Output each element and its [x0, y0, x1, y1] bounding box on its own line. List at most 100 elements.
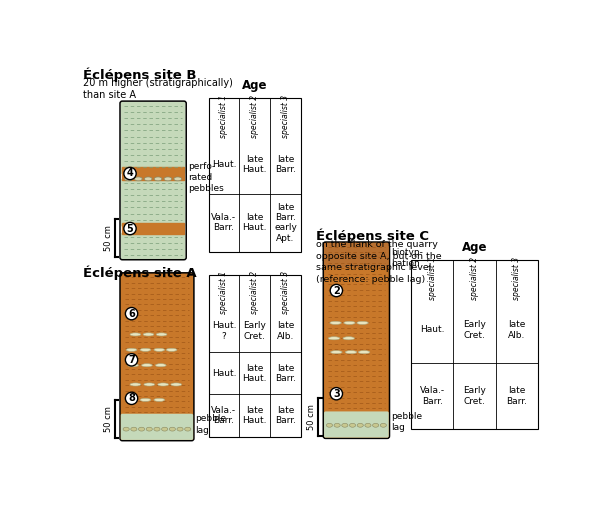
Text: specialist 2: specialist 2	[250, 95, 259, 138]
Text: 4: 4	[127, 168, 133, 179]
Text: Age: Age	[462, 241, 487, 253]
Ellipse shape	[131, 427, 137, 431]
Ellipse shape	[144, 177, 152, 181]
Ellipse shape	[334, 423, 340, 427]
Circle shape	[125, 307, 138, 320]
Ellipse shape	[166, 348, 177, 351]
Text: Haut.: Haut.	[420, 325, 445, 334]
Text: specialist 3: specialist 3	[512, 257, 521, 300]
Ellipse shape	[125, 177, 132, 181]
Text: Early
Cret.: Early Cret.	[463, 320, 486, 340]
Text: late
Barr.: late Barr.	[275, 155, 296, 174]
Text: Haut.
?: Haut. ?	[212, 321, 236, 341]
Text: Haut.: Haut.	[212, 160, 236, 169]
Text: Vala.-
Barr.: Vala.- Barr.	[211, 406, 236, 426]
Text: 20 m higher (stratigraphically)
than site A: 20 m higher (stratigraphically) than sit…	[83, 78, 233, 100]
Text: late
Haut.: late Haut.	[242, 155, 267, 174]
Ellipse shape	[154, 348, 164, 351]
FancyBboxPatch shape	[324, 243, 389, 267]
Text: specialist 1: specialist 1	[219, 95, 228, 138]
Ellipse shape	[171, 383, 181, 386]
Bar	[122, 166, 184, 180]
Text: Age: Age	[242, 79, 267, 92]
Text: specialist 2: specialist 2	[250, 271, 259, 314]
Text: specialist 1: specialist 1	[219, 271, 228, 314]
Text: specialist 3: specialist 3	[281, 95, 290, 138]
Ellipse shape	[342, 423, 348, 427]
Text: 7: 7	[128, 355, 135, 365]
Text: Early
Cret.: Early Cret.	[463, 386, 486, 406]
Text: Haut.: Haut.	[212, 369, 236, 378]
Text: biotур-
bation: biotур- bation	[391, 248, 423, 268]
Text: specialist 2: specialist 2	[470, 257, 479, 300]
Ellipse shape	[154, 177, 162, 181]
Text: Vala.-
Barr.: Vala.- Barr.	[211, 213, 236, 233]
Ellipse shape	[350, 423, 356, 427]
Ellipse shape	[164, 177, 172, 181]
Circle shape	[125, 354, 138, 366]
Text: on the flank of the quarry
opposite site A, but on the
same stratigraphic level
: on the flank of the quarry opposite site…	[316, 240, 442, 284]
Ellipse shape	[358, 351, 370, 354]
Circle shape	[330, 387, 342, 400]
Text: 50 cm: 50 cm	[104, 225, 113, 251]
Ellipse shape	[331, 351, 342, 354]
Text: 5: 5	[127, 223, 133, 234]
Text: late
Alb.: late Alb.	[277, 321, 294, 341]
Ellipse shape	[326, 423, 333, 427]
Ellipse shape	[343, 321, 355, 324]
Text: specialist 3: specialist 3	[281, 271, 290, 314]
Ellipse shape	[140, 348, 151, 351]
Ellipse shape	[128, 364, 138, 367]
Ellipse shape	[138, 427, 145, 431]
Text: late
Haut.: late Haut.	[242, 406, 267, 426]
Text: pebble
lag: pebble lag	[195, 414, 227, 435]
Bar	[122, 223, 184, 234]
Ellipse shape	[328, 337, 340, 340]
Text: 50 cm: 50 cm	[308, 404, 316, 430]
Ellipse shape	[169, 427, 175, 431]
Circle shape	[124, 222, 136, 235]
Ellipse shape	[345, 351, 357, 354]
Ellipse shape	[154, 399, 164, 402]
Ellipse shape	[126, 348, 137, 351]
Ellipse shape	[161, 427, 167, 431]
Ellipse shape	[365, 423, 371, 427]
FancyBboxPatch shape	[324, 411, 389, 438]
Ellipse shape	[357, 321, 368, 324]
Circle shape	[125, 392, 138, 405]
Text: late
Barr.
early
Apt.: late Barr. early Apt.	[274, 203, 297, 243]
FancyBboxPatch shape	[121, 233, 186, 259]
Text: late
Alb.: late Alb.	[509, 320, 526, 340]
Text: late
Haut.: late Haut.	[242, 213, 267, 233]
Circle shape	[124, 167, 136, 180]
Circle shape	[330, 285, 342, 297]
Ellipse shape	[174, 177, 181, 181]
Text: pebble
lag: pebble lag	[391, 412, 422, 432]
Ellipse shape	[143, 333, 154, 336]
Ellipse shape	[135, 177, 142, 181]
Ellipse shape	[357, 423, 364, 427]
Ellipse shape	[146, 427, 152, 431]
Ellipse shape	[123, 427, 129, 431]
Text: Éclépens site B: Éclépens site B	[83, 67, 197, 82]
FancyBboxPatch shape	[121, 414, 193, 440]
Ellipse shape	[380, 423, 387, 427]
Ellipse shape	[140, 399, 151, 402]
Text: late
Barr.: late Barr.	[275, 363, 296, 383]
Text: late
Haut.: late Haut.	[242, 363, 267, 383]
FancyBboxPatch shape	[120, 273, 194, 441]
Text: late
Barr.: late Barr.	[507, 386, 527, 406]
Text: Éclépens site C: Éclépens site C	[316, 229, 429, 243]
FancyBboxPatch shape	[121, 102, 186, 174]
Text: late
Barr.: late Barr.	[275, 406, 296, 426]
FancyBboxPatch shape	[121, 179, 186, 227]
Text: 3: 3	[333, 389, 340, 399]
Text: Vala.-
Barr.: Vala.- Barr.	[420, 386, 445, 406]
Ellipse shape	[373, 423, 379, 427]
Ellipse shape	[141, 364, 152, 367]
Bar	[411, 260, 538, 429]
Bar	[208, 98, 301, 252]
Ellipse shape	[185, 427, 191, 431]
Ellipse shape	[343, 337, 354, 340]
Text: 50 cm: 50 cm	[104, 406, 113, 432]
